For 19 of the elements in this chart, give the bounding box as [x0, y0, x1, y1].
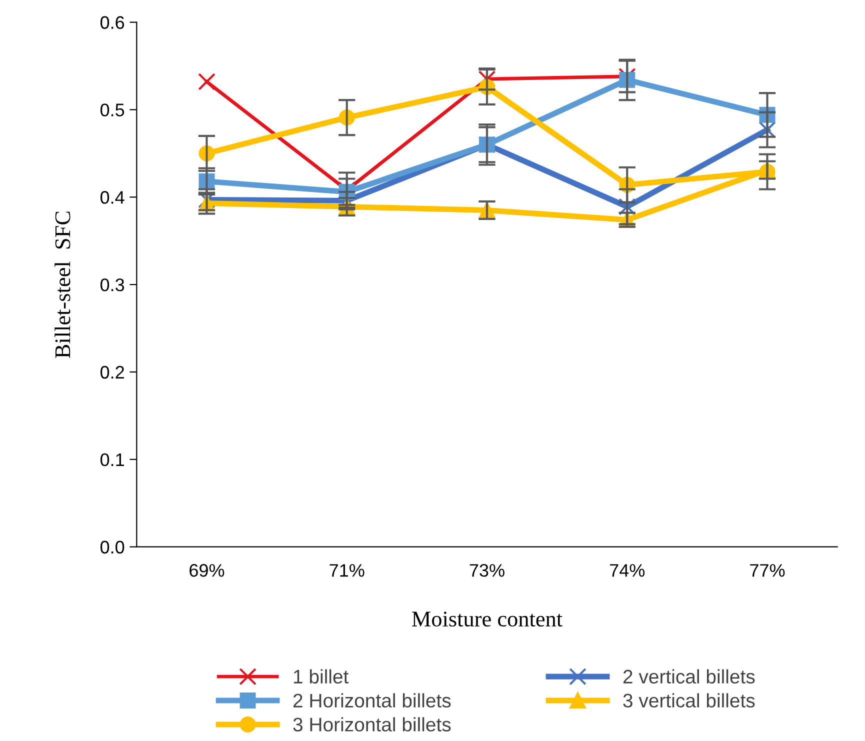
- x-axis-title: Moisture content: [412, 612, 562, 627]
- x-tick-label: 69%: [190, 564, 224, 577]
- x-tick-label: 73%: [470, 564, 504, 577]
- y-tick-label: 0.0: [100, 540, 124, 554]
- legend-label: 1 billet: [294, 669, 349, 684]
- x-tick-label: 74%: [610, 564, 645, 577]
- y-tick-label: 0.6: [100, 16, 124, 29]
- y-tick-label: 0.2: [100, 366, 124, 379]
- y-axis-title: Billet-steel SFC: [54, 212, 70, 358]
- y-tick-label: 0.1: [100, 453, 124, 466]
- x-tick-label: 77%: [750, 564, 785, 577]
- legend-label: 2 Horizontal billets: [293, 693, 451, 708]
- legend-label: 2 vertical billets: [623, 669, 755, 684]
- y-tick-label: 0.4: [100, 191, 124, 204]
- legend-label: 3 Horizontal billets: [293, 717, 451, 732]
- x-tick-label: 71%: [330, 564, 364, 577]
- y-tick-label: 0.3: [100, 278, 124, 292]
- legend-label: 3 vertical billets: [623, 693, 755, 708]
- y-tick-label: 0.5: [100, 104, 124, 116]
